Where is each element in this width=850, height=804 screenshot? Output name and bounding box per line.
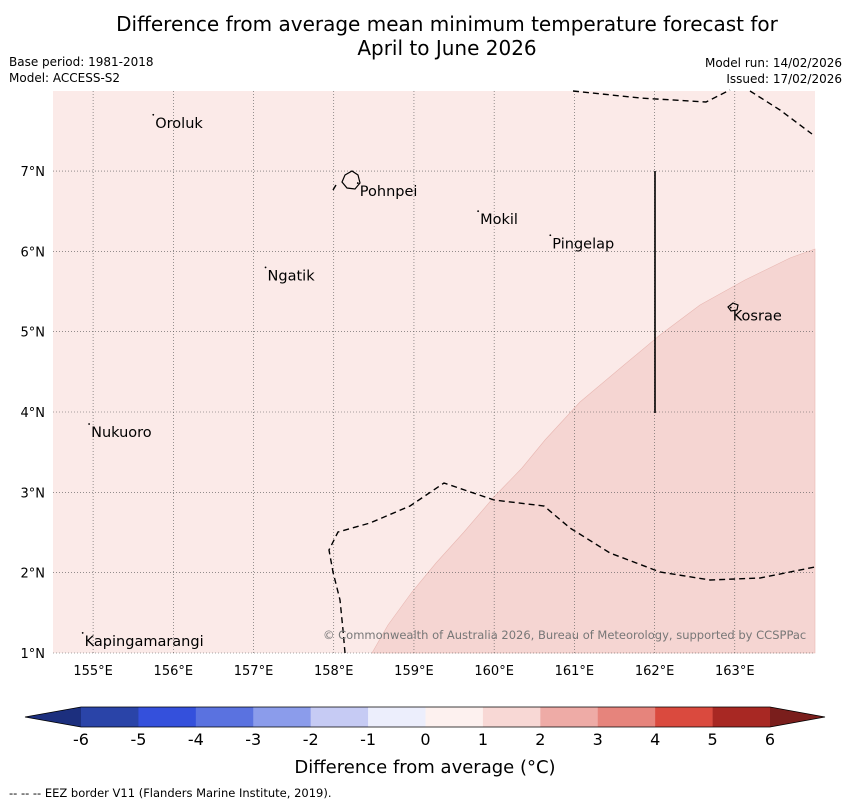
copyright-notice: © Commonwealth of Australia 2026, Bureau… xyxy=(323,628,807,642)
colorbar-swatch xyxy=(655,707,713,727)
place-marker xyxy=(729,306,732,309)
colorbar-swatch xyxy=(310,707,369,727)
place-marker xyxy=(477,210,480,213)
lon-tick-label: 162°E xyxy=(635,664,675,679)
place-marker xyxy=(356,182,359,184)
colorbar-swatch xyxy=(597,707,656,727)
place-label: Ngatik xyxy=(268,268,316,284)
lat-tick-label: 6°N xyxy=(21,245,46,260)
place-label: Pingelap xyxy=(552,236,614,252)
colorbar-ticks: -6 -5 -4 -3 -2 -1 0 1 2 3 4 5 6 xyxy=(73,730,775,749)
lat-tick-label: 4°N xyxy=(21,406,46,421)
base-period: Base period: 1981-2018 xyxy=(9,55,154,69)
place-label: Kapingamarangi xyxy=(85,634,204,650)
eez-border-northeast xyxy=(749,90,813,135)
model-run: Model run: 14/02/2026 xyxy=(704,56,842,70)
meta-left: Base period: 1981-2018 Model: ACCESS-S2 xyxy=(9,54,154,86)
forecast-map: Oroluk Pohnpei Mokil Pingelap Ngatik Kosrae Nu… xyxy=(21,89,816,679)
colorbar-tick-label: 4 xyxy=(650,730,660,749)
colorbar-swatch xyxy=(253,707,311,727)
colorbar-border xyxy=(24,706,826,728)
colorbar-swatch xyxy=(540,707,599,727)
place-marker xyxy=(152,113,155,116)
colorbar-tick-label: 3 xyxy=(593,730,603,749)
colorbar-tick-label: 0 xyxy=(420,730,430,749)
meta-right: Model run: 14/02/2026 Issued: 17/02/2026 xyxy=(705,55,842,87)
map-title: Difference from average mean minimum tem… xyxy=(0,12,850,60)
lat-tick-label: 5°N xyxy=(21,326,46,341)
colorbar-tick-label: -4 xyxy=(188,730,204,749)
lon-tick-label: 156°E xyxy=(154,664,194,679)
lat-tick-label: 2°N xyxy=(21,567,46,582)
place-label: Oroluk xyxy=(155,116,203,132)
colorbar-tick-label: -1 xyxy=(360,730,376,749)
colorbar-tick-label: 1 xyxy=(478,730,488,749)
eez-borders xyxy=(328,89,816,654)
lat-tick-label: 7°N xyxy=(21,165,46,180)
place-label: Kosrae xyxy=(733,309,782,325)
lon-tick-label: 159°E xyxy=(394,664,434,679)
colorbar-swatch xyxy=(138,707,197,727)
colorbar-tick-label: -3 xyxy=(245,730,261,749)
colorbar-over-arrow xyxy=(770,707,825,727)
issued-date: Issued: 17/02/2026 xyxy=(726,72,842,86)
lon-tick-label: 161°E xyxy=(555,664,595,679)
lon-tick-label: 158°E xyxy=(314,664,354,679)
place-label: Mokil xyxy=(480,212,518,228)
colorbar-tick-label: -5 xyxy=(130,730,146,749)
eez-border-south xyxy=(328,482,816,654)
colorbar-swatches xyxy=(24,706,826,728)
axis-labels: 155°E 156°E 157°E 158°E 159°E 160°E 161°E 162°E… xyxy=(21,165,755,679)
colorbar-swatch xyxy=(482,707,541,727)
lat-tick-label: 3°N xyxy=(21,486,46,501)
colorbar-tick-label: 2 xyxy=(535,730,545,749)
place-marker xyxy=(88,423,90,425)
eez-border-pohnpei xyxy=(332,184,337,191)
colorbar-swatch xyxy=(81,707,139,727)
lon-tick-label: 157°E xyxy=(234,664,274,679)
title-line-1: Difference from average mean minimum tem… xyxy=(116,12,778,36)
colorbar-tick-label: 5 xyxy=(707,730,717,749)
eez-footnote: -- -- -- EEZ border V11 (Flanders Marine… xyxy=(9,786,332,800)
model-name: Model: ACCESS-S2 xyxy=(9,71,121,85)
lon-tick-label: 155°E xyxy=(73,664,113,679)
place-labels: Oroluk Pohnpei Mokil Pingelap Ngatik Kosrae Nu… xyxy=(81,113,782,650)
colorbar-swatch xyxy=(425,707,484,727)
colorbar-swatch xyxy=(712,707,771,727)
colorbar-swatch xyxy=(368,707,426,727)
place-marker xyxy=(81,632,84,634)
kosrae-island xyxy=(727,302,739,312)
pohnpei-island xyxy=(341,170,361,190)
colorbar-label: Difference from average (°C) xyxy=(294,757,556,778)
colorbar-under-arrow xyxy=(25,707,81,727)
eez-border-north xyxy=(572,89,731,103)
colorbar-swatch xyxy=(195,707,254,727)
place-marker xyxy=(264,266,267,269)
place-label: Pohnpei xyxy=(360,184,418,200)
place-marker xyxy=(549,234,552,237)
colorbar-tick-label: -6 xyxy=(73,730,89,749)
lon-tick-label: 160°E xyxy=(474,664,514,679)
lon-tick-label: 163°E xyxy=(715,664,755,679)
lat-tick-label: 1°N xyxy=(21,647,46,662)
island-outlines xyxy=(341,170,739,312)
colorbar-tick-label: 6 xyxy=(765,730,775,749)
place-label: Nukuoro xyxy=(91,425,152,441)
colorbar-tick-label: -2 xyxy=(303,730,319,749)
title-line-2: April to June 2026 xyxy=(357,36,537,60)
